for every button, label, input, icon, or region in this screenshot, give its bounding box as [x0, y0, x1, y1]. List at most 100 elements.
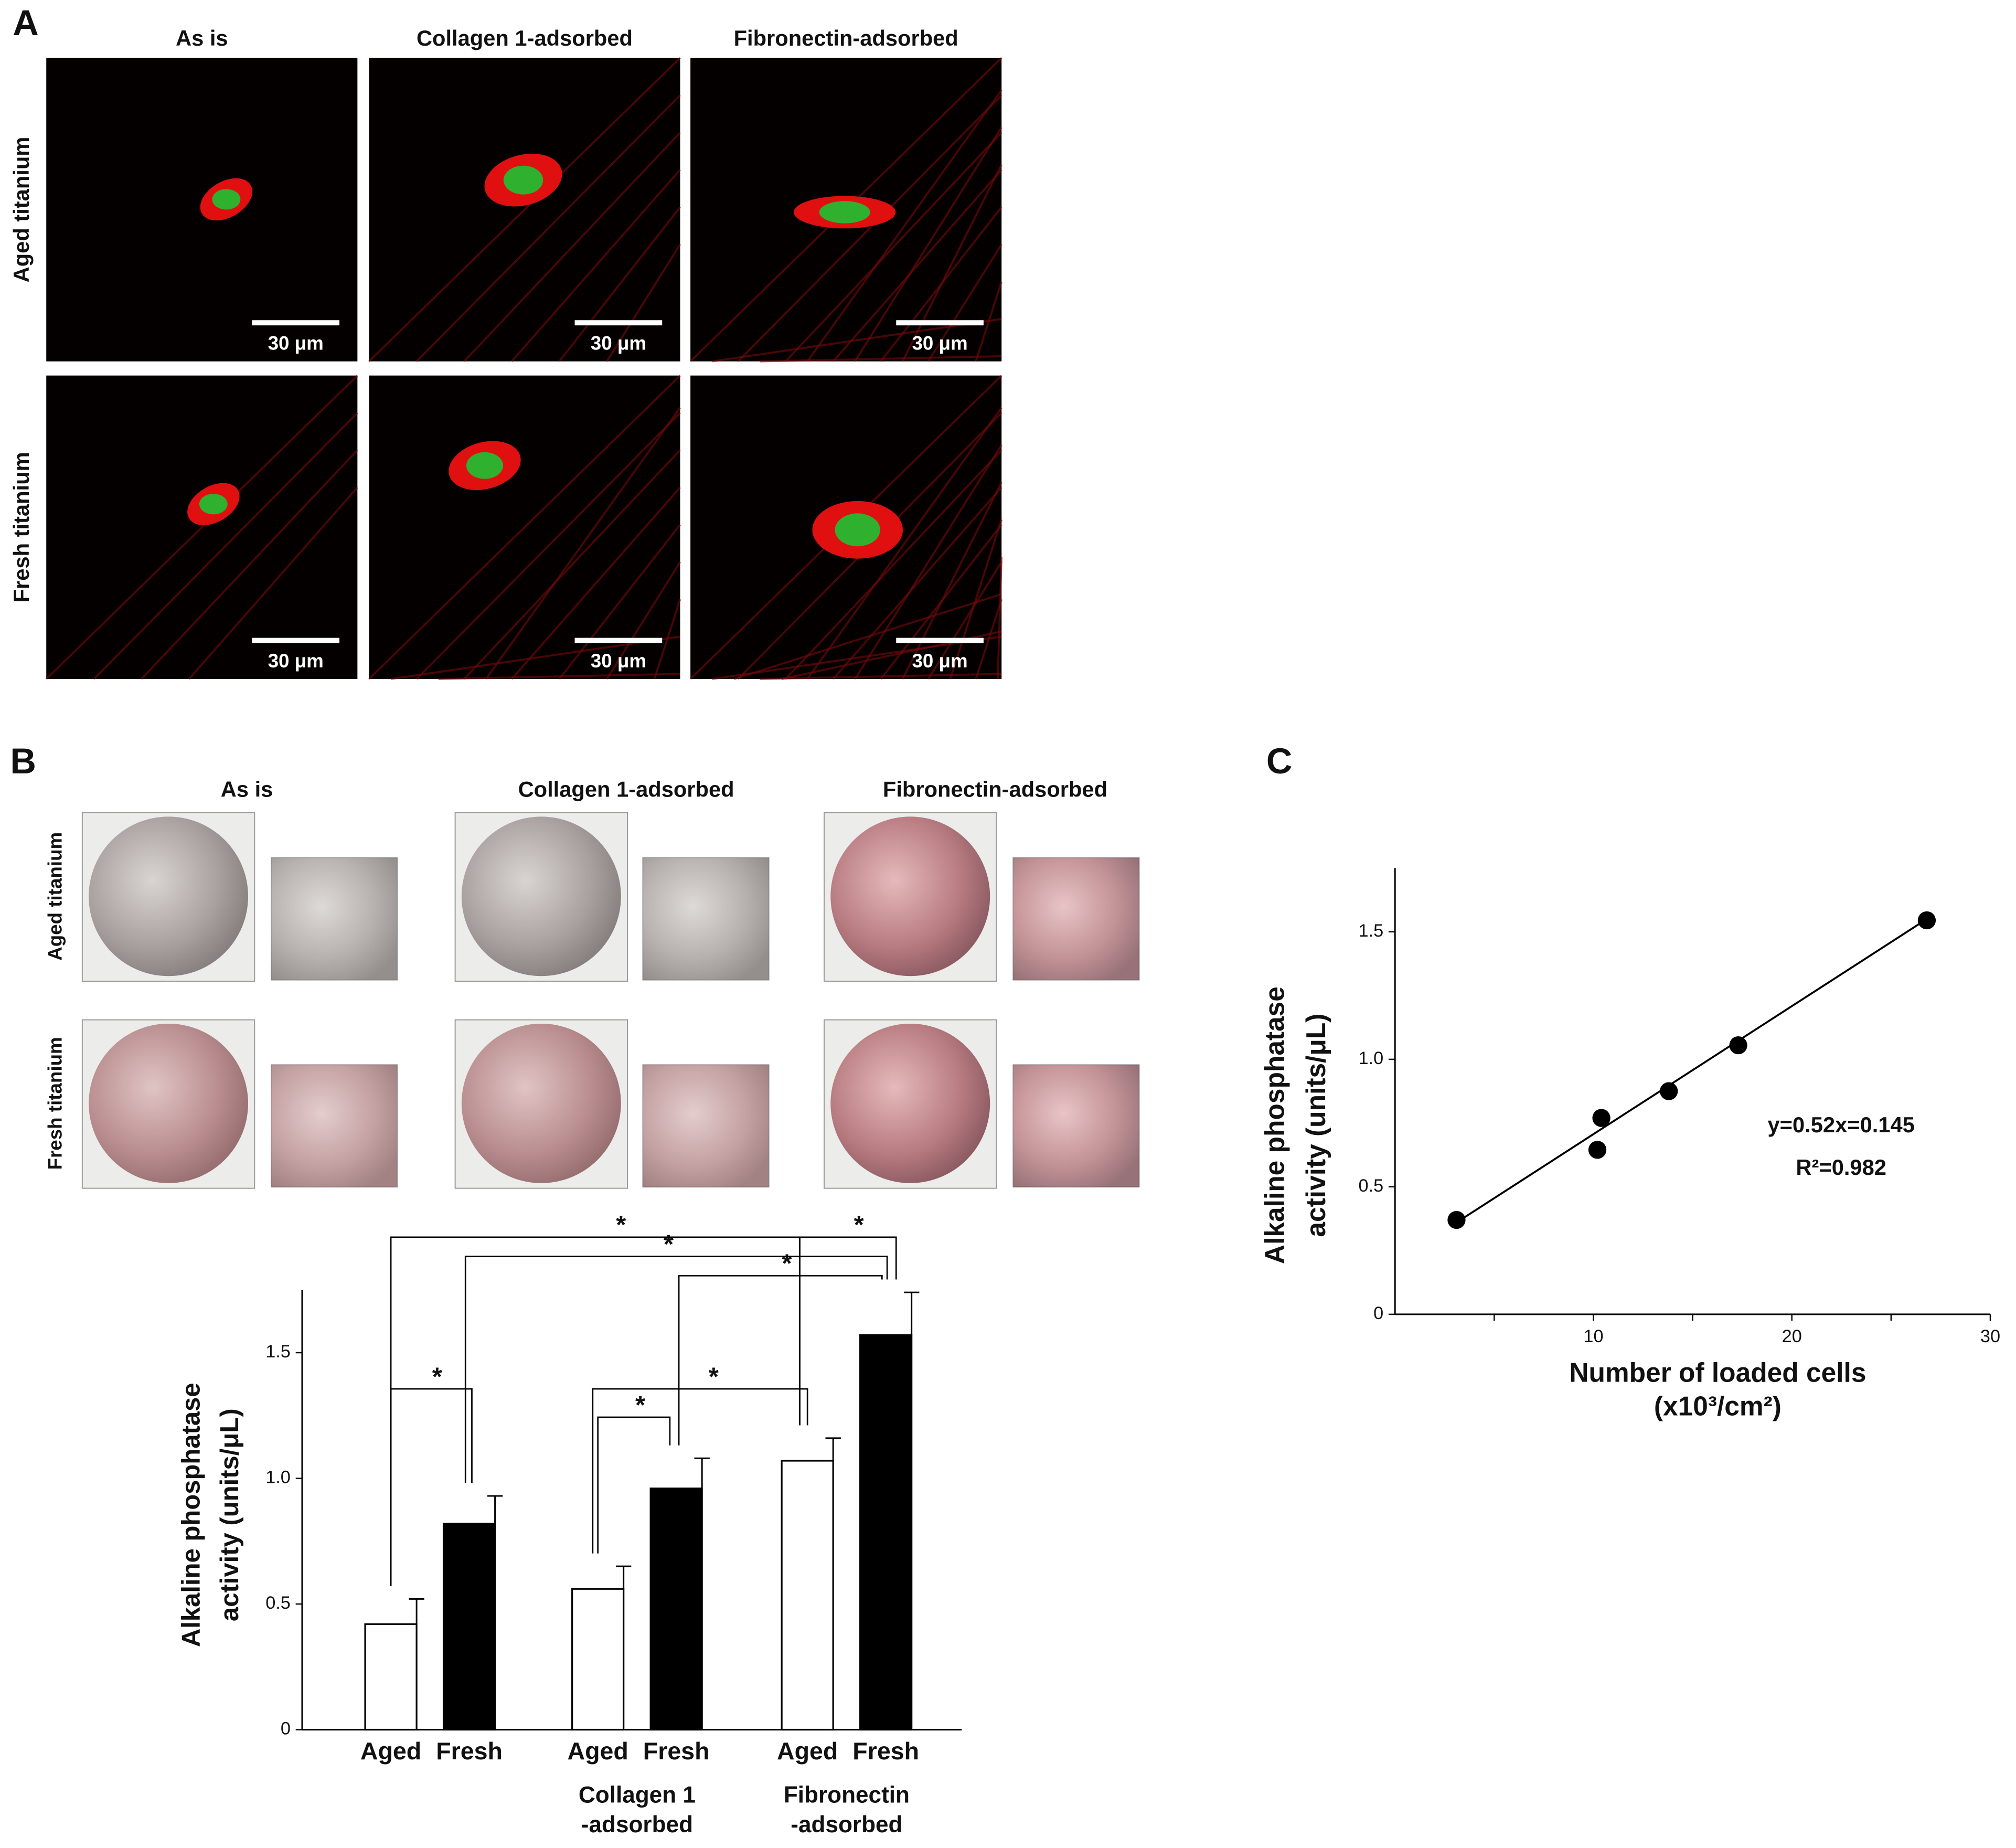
actin-fiber: [927, 243, 1002, 362]
fit-line: [1456, 918, 1927, 1224]
y-tick-label: 0: [1373, 1303, 1383, 1323]
micrograph: [368, 375, 681, 680]
closeup: [1013, 1065, 1139, 1187]
actin-fiber: [511, 486, 681, 680]
actin-fiber: [854, 126, 1002, 362]
bar: [442, 1523, 496, 1731]
bar: [859, 1334, 913, 1731]
point: [1917, 911, 1936, 930]
disc: [830, 816, 990, 976]
nucleus: [466, 452, 504, 479]
actin-fiber: [415, 412, 681, 680]
actin-fiber: [463, 132, 681, 362]
x-tick-label: 30: [1980, 1326, 2000, 1346]
actin-fiber: [511, 169, 681, 362]
x-tick-label: 20: [1782, 1326, 1802, 1346]
bar: [364, 1623, 418, 1731]
actin-fiber: [368, 57, 681, 363]
actin-fiber: [901, 482, 1002, 679]
actin-fiber: [438, 673, 680, 680]
significance-label: *: [635, 1391, 646, 1419]
column-header: Collagen 1-adsorbed: [518, 777, 734, 801]
significance-label: *: [664, 1230, 674, 1259]
significance-bracket: [678, 1275, 883, 1446]
row-label: Aged titanium: [45, 832, 66, 961]
significance-label: *: [432, 1363, 443, 1391]
row-label: Fresh titanium: [9, 452, 34, 602]
actin-fiber: [760, 673, 1002, 680]
photo: [81, 812, 398, 982]
actin-fiber: [558, 524, 681, 680]
row-label: Aged titanium: [9, 137, 34, 283]
y-tick-label: 1.0: [265, 1468, 291, 1488]
column-header: As is: [221, 777, 273, 801]
group-label: -adsorbed: [791, 1812, 902, 1838]
column-header: Collagen 1-adsorbed: [417, 26, 633, 50]
actin-fiber: [927, 561, 1002, 680]
point: [1592, 1109, 1610, 1127]
closeup: [643, 1065, 769, 1187]
y-tick-label: 1.0: [1358, 1048, 1383, 1068]
nucleus: [212, 189, 241, 210]
x-tick-label: Aged: [360, 1737, 421, 1765]
group-label: -adsorbed: [581, 1812, 693, 1838]
panel-label: B: [10, 741, 36, 781]
y-axis-label: activity (units/μL): [1300, 1014, 1331, 1237]
photo: [454, 1019, 770, 1189]
closeup: [271, 1065, 398, 1187]
disc: [461, 816, 621, 976]
significance-label: *: [854, 1211, 865, 1239]
nucleus: [835, 513, 880, 547]
micrograph: [46, 58, 358, 362]
closeup: [271, 857, 398, 980]
significance-label: *: [616, 1211, 626, 1239]
nucleus: [503, 165, 543, 195]
x-tick-label: 10: [1583, 1326, 1603, 1346]
column-header: Fibronectin-adsorbed: [883, 777, 1107, 801]
y-tick-label: 1.5: [265, 1342, 291, 1362]
actin-fiber: [141, 449, 358, 680]
x-tick-label: Fresh: [852, 1737, 919, 1765]
significance-label: *: [782, 1250, 792, 1278]
y-tick-label: 1.5: [1358, 921, 1383, 941]
scale-label: 30 μm: [268, 650, 324, 672]
actin-fiber: [712, 318, 1002, 363]
x-axis-label: (x10³/cm²): [1654, 1390, 1782, 1421]
r-squared: R²=0.982: [1796, 1155, 1886, 1180]
actin-fiber: [188, 486, 358, 680]
photo: [824, 812, 1140, 982]
photo: [81, 1019, 398, 1189]
scale-label: 30 μm: [268, 333, 324, 354]
actin-fiber: [45, 375, 358, 680]
group-label: Collagen 1: [579, 1782, 696, 1808]
bar: [571, 1588, 625, 1731]
actin-fiber: [606, 243, 681, 362]
actin-fiber: [606, 561, 681, 680]
column-header: Fibronectin-adsorbed: [734, 26, 958, 50]
actin-fiber: [832, 169, 1002, 362]
actin-fiber: [463, 449, 681, 680]
x-tick-label: Fresh: [643, 1737, 710, 1765]
actin-fiber: [485, 407, 681, 680]
scale-label: 30 μm: [912, 650, 967, 672]
actin-fiber: [415, 94, 681, 363]
row-label: Fresh titanium: [45, 1037, 66, 1170]
significance-bracket: [592, 1388, 808, 1554]
disc: [89, 816, 249, 976]
bar: [781, 1460, 834, 1731]
disc: [830, 1023, 990, 1183]
actin-fiber: [558, 206, 681, 362]
actin-fiber: [806, 89, 1002, 362]
actin-fiber: [832, 486, 1002, 680]
actin-fiber: [368, 375, 681, 680]
significance-bracket: [799, 1236, 897, 1426]
disc: [89, 1023, 249, 1183]
micrograph: [689, 375, 1003, 680]
actin-fiber: [733, 593, 1002, 680]
group-label: Fibronectin: [784, 1782, 910, 1808]
significance-bracket: [464, 1256, 888, 1483]
closeup: [643, 857, 769, 980]
y-axis-label: Alkaline phosphatase: [177, 1383, 206, 1647]
